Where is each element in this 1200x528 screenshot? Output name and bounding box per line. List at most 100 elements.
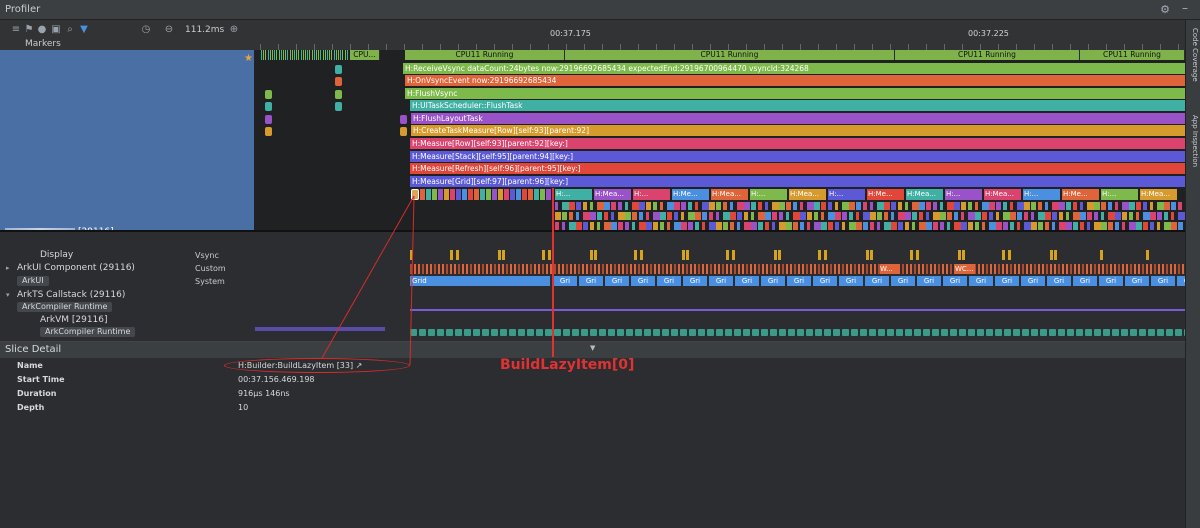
slice-measure-row[interactable]: H:Measure[Row][self:93][parent:92][key:] — [410, 138, 1185, 149]
screenshot-icon[interactable]: ▣ — [51, 24, 61, 35]
vsync-mark — [1146, 250, 1149, 260]
deep-slice — [1150, 222, 1154, 230]
row-arkcompiler-runtime-2[interactable]: ArkCompiler Runtime — [40, 327, 136, 337]
cpu-bar[interactable]: CPU11 Running — [405, 50, 565, 60]
slice-flush-task[interactable]: H:UITaskScheduler::FlushTask — [410, 100, 1185, 111]
ruler-tick — [782, 44, 783, 50]
minimize-icon[interactable]: – — [1182, 1, 1188, 15]
star-icon[interactable]: ★ — [244, 53, 253, 64]
custom-track[interactable]: W... WC... — [410, 264, 1185, 274]
custom-mark — [1026, 264, 1028, 274]
marker-tick — [307, 50, 309, 60]
deep-slice — [646, 202, 651, 210]
record-icon[interactable]: ● — [37, 24, 47, 35]
list-icon[interactable]: ≡ — [11, 24, 21, 35]
custom-mark — [1138, 264, 1140, 274]
slice-create-task-measure[interactable]: H:CreateTaskMeasure[Row][self:93][parent… — [411, 125, 1185, 136]
mini-slice-labeled: H:... — [1101, 189, 1138, 200]
marker-tick — [291, 50, 293, 60]
filter-icon[interactable]: ▼ — [80, 24, 88, 35]
flag-icon[interactable]: ⚑ — [24, 24, 34, 35]
zoom-in-icon[interactable]: ⊕ — [229, 24, 239, 35]
marker-tick — [327, 50, 328, 60]
dock-tab-1[interactable]: Code Coverage — [1191, 28, 1199, 82]
cpu-bar[interactable]: CPU... — [350, 50, 380, 60]
deep-slice — [856, 222, 862, 230]
custom-mark — [562, 264, 564, 274]
cpu-bar[interactable]: CPU11 Running — [895, 50, 1080, 60]
deep-slice — [681, 222, 687, 230]
marker-tick — [313, 50, 315, 60]
deep-slice — [632, 212, 637, 220]
deep-slice — [576, 212, 579, 220]
deep-slice — [947, 212, 952, 220]
trace-area[interactable]: CPU... CPU11 Running CPU11 Running CPU11… — [255, 50, 1185, 230]
cpu-bar[interactable]: CPU11 Running — [565, 50, 895, 60]
slice-measure-grid[interactable]: H:Measure[Grid][self:97][parent:96][key:… — [410, 176, 1185, 187]
row-arkts-callstack[interactable]: ArkTS Callstack (29116) — [17, 290, 126, 300]
deep-slice — [562, 222, 565, 230]
custom-mark — [1054, 264, 1056, 274]
deep-slice — [695, 222, 699, 230]
idle-mark — [1094, 329, 1101, 336]
custom-mark — [1074, 264, 1076, 274]
chevron-down-icon[interactable]: ▼ — [590, 344, 596, 352]
slice-flush-vsync[interactable]: H:FlushVsync — [405, 88, 1185, 99]
idle-mark — [527, 329, 534, 336]
vsync-mark — [870, 250, 873, 260]
collapse-icon[interactable]: ▸ — [6, 264, 10, 272]
zoom-out-icon[interactable]: ⊖ — [164, 24, 174, 35]
slice-receive-vsync[interactable]: H:ReceiveVsync dataCount:24bytes now:291… — [403, 63, 1185, 74]
slice-measure-refresh[interactable]: H:Measure[Refresh][self:96][parent:95][k… — [410, 163, 1185, 174]
ruler-tick — [1070, 44, 1071, 50]
reset-zoom-icon[interactable]: ◷ — [141, 24, 151, 35]
idle-mark — [698, 329, 705, 336]
ruler-tick — [458, 44, 459, 50]
deep-slice — [660, 212, 666, 220]
selected-slice[interactable] — [411, 189, 419, 200]
deep-slice — [926, 202, 931, 210]
deep-slice — [1108, 222, 1113, 230]
idle-mark — [689, 329, 696, 336]
custom-mark — [626, 264, 628, 274]
deep-slice — [898, 202, 902, 210]
idle-mark — [428, 329, 435, 336]
deep-slice — [576, 202, 581, 210]
slice-on-vsync-event[interactable]: H:OnVsyncEvent now:29196692685434 — [405, 75, 1185, 86]
deep-slice — [828, 222, 833, 230]
search-icon[interactable]: ⌕ — [67, 24, 73, 35]
custom-mark — [486, 264, 488, 274]
slice-detail-panel: Slice Detail ▼ Name H:Builder:BuildLazyI… — [0, 341, 1185, 528]
slice-measure-stack[interactable]: H:Measure[Stack][self:95][parent:94][key… — [410, 151, 1185, 162]
idle-mark — [1040, 329, 1047, 336]
deep-slice — [1101, 202, 1106, 210]
deep-slice — [611, 222, 617, 230]
ruler-tick — [314, 44, 315, 50]
custom-mark — [606, 264, 608, 274]
custom-mark — [726, 264, 728, 274]
row-arkcompiler-runtime[interactable]: ArkCompiler Runtime — [17, 302, 113, 312]
deep-slice — [674, 212, 678, 220]
vsync-track[interactable] — [410, 250, 1185, 260]
system-track[interactable]: Grid Gri Gri Gri Gri Gri Gri Gri Gri Gri Gri Gri Gri… — [410, 276, 1185, 286]
dock-tab-2[interactable]: App Inspection — [1191, 115, 1199, 168]
custom-mark — [1058, 264, 1060, 274]
deep-slice — [1136, 202, 1141, 210]
vsync-mark — [916, 250, 919, 260]
cpu-bar[interactable]: CPU11 Running — [1080, 50, 1185, 60]
custom-mark — [846, 264, 848, 274]
deep-slice — [968, 202, 972, 210]
row-display[interactable]: Display — [40, 250, 74, 260]
row-arkui-component[interactable]: ArkUI Component (29116) — [17, 263, 135, 273]
idle-track[interactable]: idle — [410, 328, 1185, 338]
row-arkvm[interactable]: ArkVM [29116] — [40, 315, 108, 325]
slice-flush-layout[interactable]: H:FlushLayoutTask — [411, 113, 1185, 124]
process-panel[interactable]: ★ [29116] — [0, 50, 255, 237]
deep-slice — [639, 222, 646, 230]
row-arkui[interactable]: ArkUI — [17, 276, 49, 286]
deep-slice — [646, 222, 652, 230]
gear-icon[interactable]: ⚙ — [1160, 3, 1170, 16]
idle-mark — [887, 329, 894, 336]
expand-icon[interactable]: ▾ — [6, 291, 10, 299]
ruler-tick — [1052, 44, 1053, 50]
